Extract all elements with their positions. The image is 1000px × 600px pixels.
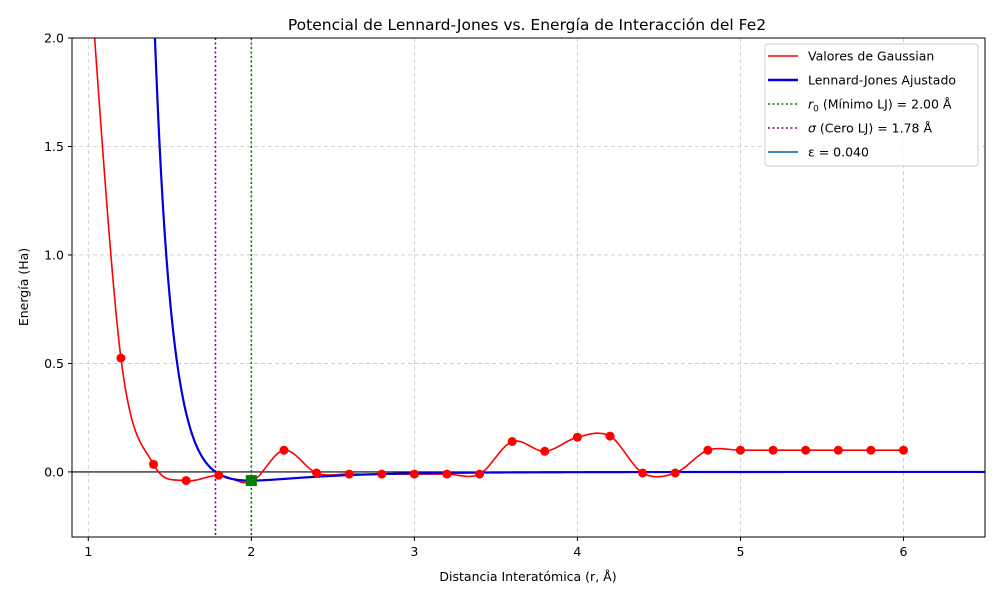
legend: Valores de Gaussian Lennard-Jones Ajustad… (764, 43, 979, 167)
gaussian-data-point (442, 469, 452, 479)
gaussian-data-point (540, 446, 550, 456)
gaussian-data-point (181, 476, 191, 486)
gaussian-data-point (344, 469, 354, 479)
plot-content (72, 38, 985, 537)
gaussian-data-point (638, 468, 648, 478)
y-tick-label: 0.5 (44, 356, 64, 371)
gaussian-data-point (312, 468, 322, 478)
x-tick-label: 3 (410, 544, 418, 559)
axis-ticks: 1 2 3 4 5 6 0.0 0.5 1.0 1.5 2.0 (44, 31, 907, 560)
gaussian-data-point (768, 445, 778, 455)
gaussian-data-point (149, 459, 159, 469)
y-tick-label: 2.0 (44, 31, 64, 46)
y-tick-label: 1.5 (44, 139, 64, 154)
chart-title: Potencial de Lennard-Jones vs. Energía d… (288, 16, 766, 34)
lj-minimum-marker (245, 475, 257, 487)
gaussian-data-point (866, 445, 876, 455)
legend-entry-label: Valores de Gaussian (808, 49, 934, 64)
gaussian-data-point (735, 445, 745, 455)
legend-entry-label: ε = 0.040 (808, 145, 869, 160)
gaussian-data-point (572, 432, 582, 442)
y-tick-label: 0.0 (44, 464, 64, 479)
y-axis-label: Energía (Ha) (16, 248, 31, 326)
lennard-jones-series-line (153, 38, 985, 482)
y-tick-label: 1.0 (44, 247, 64, 262)
gaussian-data-point (670, 468, 680, 478)
legend-entry-label: r0 (Mínimo LJ) = 2.00 Å (808, 97, 952, 115)
x-tick-label: 6 (900, 544, 908, 559)
gaussian-data-point (409, 469, 419, 479)
x-axis-label: Distancia Interatómica (r, Å) (439, 569, 616, 584)
gaussian-data-point (507, 437, 517, 447)
gaussian-data-point (898, 445, 908, 455)
x-tick-label: 2 (247, 544, 255, 559)
gaussian-data-point (605, 431, 615, 441)
x-tick-label: 1 (84, 544, 92, 559)
gaussian-data-point (833, 445, 843, 455)
gaussian-data-point (475, 469, 485, 479)
gaussian-data-point (116, 353, 126, 363)
legend-entry-label: Lennard-Jones Ajustado (808, 73, 956, 88)
gaussian-data-point (214, 470, 224, 480)
gaussian-data-point (801, 445, 811, 455)
gaussian-data-point (279, 445, 289, 455)
plot-area (71, 37, 986, 538)
x-tick-label: 4 (573, 544, 581, 559)
gaussian-data-point (703, 445, 713, 455)
x-tick-label: 5 (736, 544, 744, 559)
legend-box (764, 43, 979, 167)
legend-entry-label: σ (Cero LJ) = 1.78 Å (808, 121, 932, 136)
axes-frame (71, 37, 986, 538)
gaussian-data-point (377, 469, 387, 479)
